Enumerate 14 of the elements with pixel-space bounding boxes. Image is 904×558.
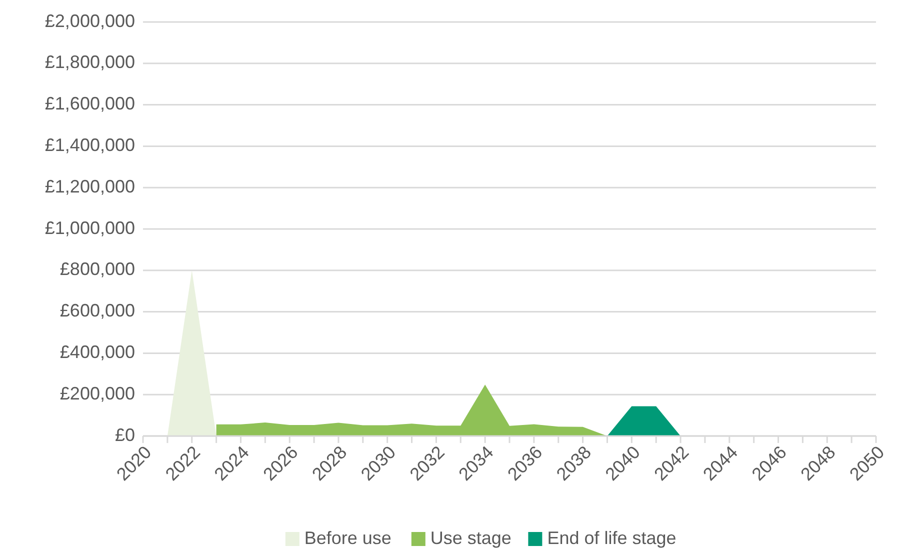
y-tick-label: £1,800,000 xyxy=(44,52,135,72)
legend-label: Use stage xyxy=(430,528,512,548)
y-tick-label: £1,200,000 xyxy=(44,176,135,196)
y-tick-label: £400,000 xyxy=(60,342,135,362)
y-tick-label: £200,000 xyxy=(60,383,135,404)
legend-label: End of life stage xyxy=(547,528,676,548)
y-tick-label: £2,000,000 xyxy=(44,10,135,31)
y-tick-label: £1,400,000 xyxy=(44,134,135,155)
y-tick-label: £600,000 xyxy=(60,300,135,321)
y-tick-label: £0 xyxy=(114,424,135,445)
y-tick-label: £800,000 xyxy=(60,259,135,280)
legend-label: Before use xyxy=(304,528,392,548)
y-tick-label: £1,000,000 xyxy=(44,218,135,238)
y-tick-label: £1,600,000 xyxy=(44,94,135,114)
